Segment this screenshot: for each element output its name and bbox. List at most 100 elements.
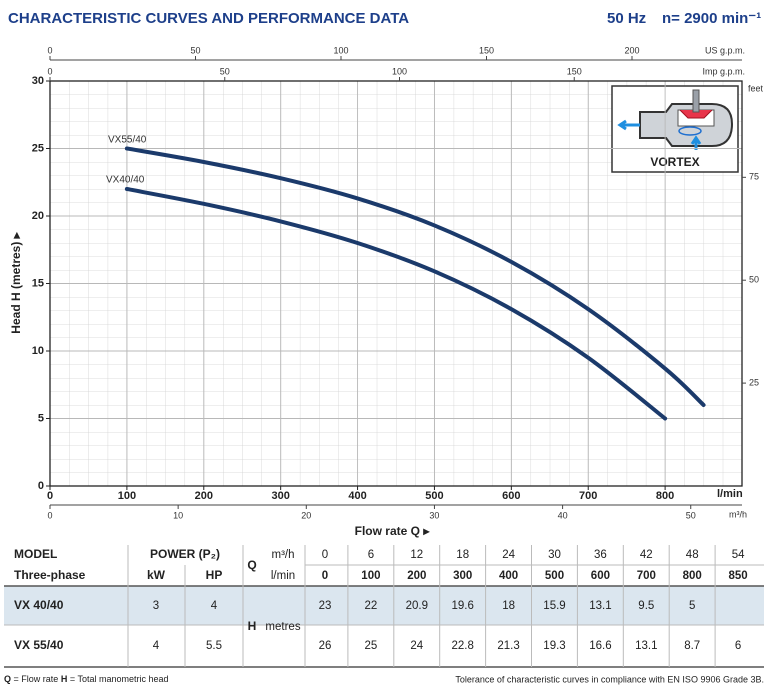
x-tick-label: 500 <box>425 490 443 502</box>
x-axis-label: Flow rate Q ▸ <box>355 524 431 538</box>
secondary-tick-label: 0 <box>47 66 52 76</box>
x-unit: l/min <box>717 488 743 500</box>
secondary-tick-label: 50 <box>220 66 230 76</box>
table-cell: 600 <box>591 570 610 582</box>
symbol: H <box>61 674 68 684</box>
secondary-unit: m³/h <box>729 509 747 519</box>
y-tick-label: 0 <box>38 480 44 492</box>
y-tick-label: 25 <box>32 142 44 154</box>
table-cell: 22 <box>365 600 378 612</box>
x-tick-label: 400 <box>348 490 366 502</box>
table-unit: m³/h <box>272 549 295 561</box>
shaft <box>692 89 700 113</box>
table-cell: 24 <box>410 640 423 652</box>
table-model: VX 55/40 <box>14 638 64 652</box>
table-header: POWER (P₂) <box>150 547 220 561</box>
secondary-tick-label: 100 <box>333 45 348 55</box>
table-header: Q <box>247 558 256 572</box>
table-cell: 19.3 <box>543 640 565 652</box>
table-cell: 42 <box>640 549 653 561</box>
table-header: MODEL <box>14 547 57 561</box>
table-cell: 21.3 <box>497 640 519 652</box>
table-cell: 0 <box>322 549 328 561</box>
table-cell: 5.5 <box>206 640 222 652</box>
icon-label: VORTEX <box>650 155 699 169</box>
table-header: kW <box>147 568 166 582</box>
plot-frame <box>49 80 743 487</box>
footer-legend: Q = Flow rate H = Total manometric head <box>4 674 168 684</box>
table-cell: 3 <box>153 600 159 612</box>
speed: n= 2900 min⁻¹ <box>662 10 761 27</box>
series-label: VX40/40 <box>106 175 145 186</box>
table-cell: 0 <box>322 570 328 582</box>
secondary-tick-label: 50 <box>686 510 696 520</box>
table-cell: 6 <box>735 640 741 652</box>
y-tick-label: 30 <box>32 75 44 87</box>
outlet-arrow <box>617 119 640 131</box>
x-tick-label: 300 <box>271 490 289 502</box>
table-model: VX 40/40 <box>14 598 64 612</box>
table-cell: 23 <box>319 600 332 612</box>
y-tick-label: 15 <box>32 277 44 289</box>
secondary-unit: US g.p.m. <box>705 45 745 55</box>
symbol: Q <box>4 674 11 684</box>
table-cell: 300 <box>453 570 472 582</box>
table-unit: l/min <box>271 570 295 582</box>
curve <box>124 187 668 421</box>
table-cell: 18 <box>456 549 469 561</box>
secondary-tick-label: 200 <box>624 45 639 55</box>
secondary-unit: feet <box>748 83 764 93</box>
secondary-unit: Imp g.p.m. <box>702 66 745 76</box>
y-tick-label: 5 <box>38 412 44 424</box>
x-tick-label: 600 <box>502 490 520 502</box>
secondary-tick-label: 0 <box>47 45 52 55</box>
table-cell: 200 <box>407 570 426 582</box>
table-cell: 22.8 <box>452 640 474 652</box>
impeller <box>679 109 713 119</box>
table-cell: 400 <box>499 570 518 582</box>
table-cell: 800 <box>683 570 702 582</box>
table-cell: 48 <box>686 549 699 561</box>
table-unit: metres <box>265 621 300 633</box>
table-cell: 4 <box>153 640 160 652</box>
curve <box>124 146 706 407</box>
table-cell: 9.5 <box>638 600 654 612</box>
secondary-tick-label: 75 <box>749 172 759 182</box>
x-tick-label: 0 <box>47 490 53 502</box>
table-cell: 6 <box>368 549 374 561</box>
table-cell: 5 <box>689 600 695 612</box>
chart-title: CHARACTERISTIC CURVES AND PERFORMANCE DA… <box>8 10 409 27</box>
table-cell: 4 <box>211 600 218 612</box>
secondary-tick-label: 0 <box>47 510 52 520</box>
y-axis-label: Head H (metres) ▸ <box>9 231 23 333</box>
secondary-tick-label: 40 <box>558 510 568 520</box>
table-cell: 15.9 <box>543 600 565 612</box>
secondary-tick-label: 25 <box>749 377 759 387</box>
table-cell: 24 <box>502 549 515 561</box>
table-header: HP <box>206 568 223 582</box>
table-cell: 100 <box>361 570 380 582</box>
footer-tolerance: Tolerance of characteristic curves in co… <box>455 674 764 684</box>
secondary-tick-label: 150 <box>479 45 494 55</box>
y-tick-label: 10 <box>32 345 44 357</box>
x-tick-label: 200 <box>195 490 213 502</box>
vortex-icon: VORTEX <box>611 85 739 173</box>
table-cell: 25 <box>365 640 378 652</box>
table-cell: 30 <box>548 549 561 561</box>
table-cell: 26 <box>319 640 332 652</box>
secondary-tick-label: 150 <box>567 66 582 76</box>
secondary-tick-label: 30 <box>429 510 439 520</box>
series-label: VX55/40 <box>108 135 147 146</box>
table-cell: 19.6 <box>452 600 474 612</box>
secondary-tick-label: 20 <box>301 510 311 520</box>
meaning: = Flow rate <box>14 674 59 684</box>
y-tick-label: 20 <box>32 210 44 222</box>
table-cell: 8.7 <box>684 640 700 652</box>
x-tick-label: 100 <box>118 490 136 502</box>
table-symbol: H <box>248 619 257 633</box>
table-cell: 500 <box>545 570 564 582</box>
table-cell: 13.1 <box>635 640 657 652</box>
table-cell: 20.9 <box>406 600 428 612</box>
